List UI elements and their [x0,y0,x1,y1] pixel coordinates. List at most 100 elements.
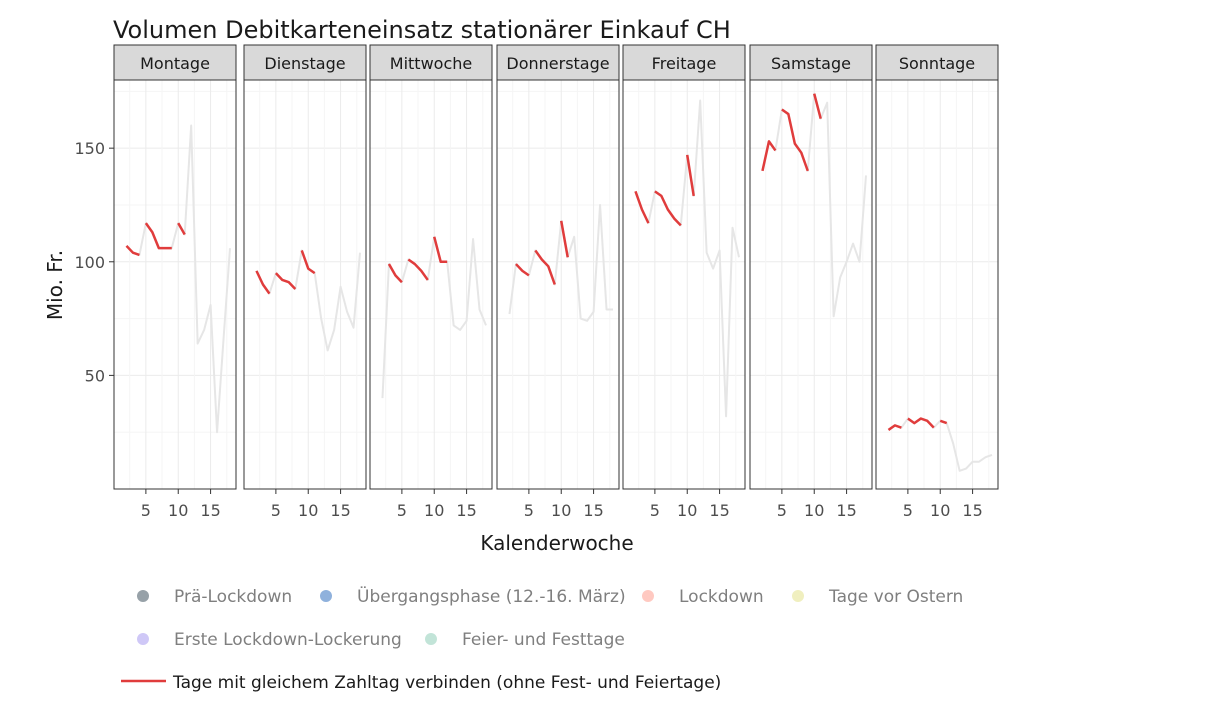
facet-border [113,79,237,490]
x-tick-label: 10 [551,501,571,520]
facet-sonntage: Sonntage 5 10 15 [875,44,999,520]
x-tick-label: 10 [168,501,188,520]
legend-marker [425,633,437,645]
facet-strip [875,44,999,81]
legend-marker [137,590,149,602]
x-tick-label: 5 [271,501,281,520]
y-tick-label: 100 [74,253,105,272]
facet-samstage: Samstage 5 10 15 [749,44,873,520]
facet-border [369,79,493,490]
series-line-same-payday [761,140,777,172]
legend-item: Feier- und Festtage [425,630,625,650]
facet-border [875,79,999,490]
facet-mittwoche: Mittwoche 5 10 15 [369,44,493,520]
y-tick-label: 50 [85,366,105,385]
x-tick-label: 5 [524,501,534,520]
facet-strip-label: Donnerstage [506,54,609,73]
facet-grid [750,80,872,489]
legend-line-label: Tage mit gleichem Zahltag verbinden (ohn… [172,673,721,693]
facet-border [622,79,746,490]
facet-panel [876,80,998,489]
legend-label: Erste Lockdown-Lockerung [174,630,402,650]
series-line-same-payday [407,258,429,281]
x-tick-label: 15 [962,501,982,520]
series-line-same-payday [387,263,403,284]
series-line-same-payday [177,222,186,236]
facet-montage: Montage 5 10 15 50 100 150 [74,44,237,520]
series-line-same-payday [534,249,556,285]
legend-item: Übergangsphase (12.-16. März) [320,585,626,607]
x-tick-label: 10 [930,501,950,520]
legend-marker [792,590,804,602]
facet-border [749,79,873,490]
series-line-same-payday [907,417,935,429]
series-line-same-payday [654,190,682,227]
series-line-same-payday [560,220,569,258]
legend-item: Lockdown [642,587,764,607]
facet-strip-label: Sonntage [899,54,975,73]
legend-label: Feier- und Festtage [462,630,625,650]
facet-panel [623,80,745,489]
facet-panel [497,80,619,489]
series-line-same-payday [433,236,448,264]
legend-label: Übergangsphase (12.-16. März) [357,585,626,607]
series-line-same-payday [939,419,948,425]
series-line-same-payday [887,424,902,431]
x-tick-label: 10 [424,501,444,520]
series-line-same-payday [686,154,695,197]
legend-item: Erste Lockdown-Lockerung [137,630,402,650]
x-tick-label: 5 [650,501,660,520]
x-tick-label: 15 [200,501,220,520]
facet-grid [623,80,745,489]
x-tick-label: 15 [836,501,856,520]
facet-grid [370,80,492,489]
series-line-same-payday [144,222,172,250]
facet-dienstage: Dienstage 5 10 15 [243,44,367,520]
facet-strip-label: Samstage [771,54,851,73]
facet-donnerstage: Donnerstage 5 10 15 [496,44,620,520]
legend: Prä-Lockdown Übergangsphase (12.-16. März… [121,585,963,693]
x-tick-label: 5 [397,501,407,520]
x-tick-label: 5 [777,501,787,520]
legend-marker [137,633,149,645]
x-tick-label: 15 [456,501,476,520]
x-tick-label: 10 [804,501,824,520]
x-tick-label: 10 [298,501,318,520]
series-line-same-payday [274,272,297,290]
legend-label: Prä-Lockdown [174,587,292,607]
facet-strip-label: Freitage [652,54,717,73]
x-tick-label: 15 [709,501,729,520]
facet-border [243,79,367,490]
series-line-same-payday [255,270,271,295]
x-axis-label: Kalenderwoche [480,531,633,555]
facet-strip [496,44,620,81]
series-line-same-payday [813,93,822,119]
facet-strip-label: Dienstage [264,54,345,73]
x-tick-label: 5 [141,501,151,520]
legend-item: Prä-Lockdown [137,587,292,607]
legend-marker [642,590,654,602]
facet-strip [243,44,367,81]
legend-label: Lockdown [679,587,764,607]
x-tick-label: 15 [583,501,603,520]
series-line-same-payday [634,190,650,224]
facet-grid [114,80,236,489]
facet-strip-label: Montage [140,54,210,73]
y-tick-label: 150 [74,139,105,158]
legend-marker [320,590,332,602]
facet-strip [369,44,493,81]
facet-strip [622,44,746,81]
y-axis-label: Mio. Fr. [43,250,67,320]
x-tick-label: 5 [903,501,913,520]
legend-item: Tage vor Ostern [792,587,963,607]
facet-border [496,79,620,490]
x-tick-label: 10 [677,501,697,520]
legend-item-line: Tage mit gleichem Zahltag verbinden (ohn… [121,673,721,693]
legend-label: Tage vor Ostern [828,587,963,607]
facet-strip-label: Mittwoche [390,54,472,73]
facet-freitage: Freitage 5 10 15 [622,44,746,520]
series-line-same-payday [125,245,140,257]
chart-title: Volumen Debitkarteneinsatz stationärer E… [113,16,731,44]
